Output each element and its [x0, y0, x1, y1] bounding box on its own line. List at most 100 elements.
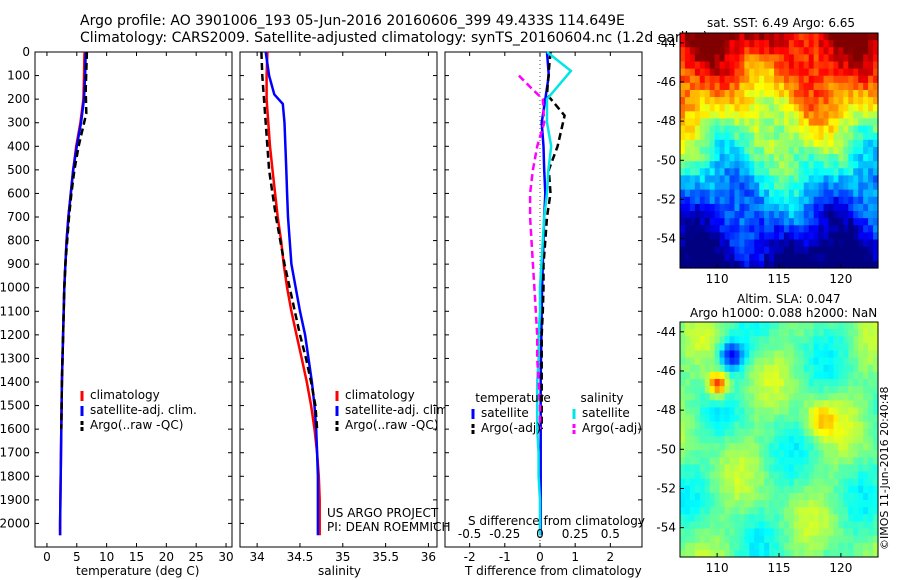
- sla-map-cell: [754, 378, 760, 387]
- sst-map-cell: [779, 203, 785, 212]
- sst-map-cell: [863, 232, 869, 241]
- sla-map-cell: [754, 443, 760, 451]
- sst-map-cell: [754, 40, 760, 48]
- sst-map-cell: [803, 161, 810, 169]
- sst-map-cell: [833, 168, 839, 177]
- sst-map-cell: [793, 68, 800, 77]
- sla-map-cell: [818, 514, 825, 522]
- sst-map-cell: [680, 260, 686, 269]
- sst-map-cell: [828, 111, 835, 120]
- sst-map-cell: [699, 189, 706, 198]
- sla-map-cell: [803, 378, 810, 387]
- sst-map-cell: [793, 61, 800, 70]
- sla-map-cell: [684, 343, 691, 352]
- sla-map-cell: [813, 322, 820, 330]
- sst-map-cell: [863, 132, 869, 141]
- sla-map-cell: [689, 414, 696, 423]
- sla-map-cell: [704, 378, 711, 387]
- sla-map-cell: [709, 485, 716, 494]
- sst-map-cell: [873, 232, 879, 241]
- sst-map-cell: [783, 111, 790, 120]
- sst-map-cell: [873, 196, 879, 205]
- sla-map-cell: [803, 500, 810, 508]
- sla-map-cell: [729, 386, 736, 394]
- sla-map-cell: [759, 507, 765, 515]
- sla-map-cell: [739, 492, 745, 501]
- sla-map-cell: [709, 428, 716, 437]
- sst-map-cell: [873, 97, 879, 105]
- sst-map-cell: [858, 82, 864, 91]
- sst-map-cell: [704, 33, 711, 41]
- sla-map-cell: [788, 443, 795, 451]
- sla-map-cell: [793, 521, 800, 530]
- sst-map-cell: [744, 218, 750, 226]
- sst-map-cell: [744, 97, 750, 105]
- sst-map-cell: [694, 40, 701, 48]
- sla-map-cell: [828, 521, 835, 530]
- sst-map-cell: [873, 139, 879, 148]
- sla-map-cell: [699, 350, 706, 359]
- sst-map-cell: [838, 232, 844, 241]
- sla-map-cell: [813, 500, 820, 508]
- sla-map-cell: [818, 435, 825, 444]
- sst-map-cell: [744, 118, 750, 127]
- sla-map-cell: [724, 542, 731, 551]
- sla-map-cell: [873, 507, 879, 515]
- sst-map-cell: [868, 82, 874, 91]
- sst-map-cell: [779, 68, 785, 77]
- sla-map-cell: [833, 528, 839, 537]
- sla-map-cell: [798, 407, 805, 416]
- sla-map-cell: [719, 521, 726, 530]
- sst-map-cell: [734, 225, 740, 233]
- sst-map-cell: [744, 253, 750, 262]
- sla-map-cell: [873, 464, 879, 473]
- sla-map-cell: [788, 343, 795, 352]
- sst-map-cell: [749, 125, 755, 134]
- sst-map-cell: [729, 54, 736, 63]
- sla-map-cell: [813, 435, 820, 444]
- sla-map-cell: [779, 322, 785, 330]
- sst-map-cell: [769, 75, 775, 84]
- sst-map-cell: [714, 146, 721, 155]
- sst-map-cell: [798, 82, 805, 91]
- sla-map-cell: [714, 521, 721, 530]
- sst-map-cell: [783, 47, 790, 55]
- sst-map-cell: [858, 246, 864, 255]
- sst-map-cell: [793, 161, 800, 169]
- sla-map-cell: [684, 521, 691, 530]
- sla-map-cell: [863, 322, 869, 330]
- sla-map-cell: [863, 421, 869, 430]
- sla-map-cell: [848, 407, 854, 416]
- sla-map-cell: [813, 471, 820, 480]
- sst-map-cell: [724, 97, 731, 105]
- sst-map-cell: [689, 232, 696, 241]
- sst-map-cell: [873, 253, 879, 262]
- sst-map-cell: [803, 225, 810, 233]
- sla-map-cell: [724, 386, 731, 394]
- sst-map-cell: [769, 182, 775, 191]
- sla-map-cell: [680, 478, 686, 487]
- sla-map-cell: [808, 407, 815, 416]
- sst-map-cell: [694, 139, 701, 148]
- sst-map-cell: [769, 260, 775, 269]
- sst-map-cell: [684, 139, 691, 148]
- sla-map-cell: [774, 428, 780, 437]
- sst-map-cell: [704, 211, 711, 219]
- sla-map-cell: [848, 371, 854, 380]
- sla-map-cell: [714, 414, 721, 423]
- sla-map-cell: [754, 478, 760, 487]
- sla-map-cell: [858, 357, 864, 366]
- sst-map-cell: [823, 146, 830, 155]
- sla-map-cell: [734, 329, 740, 337]
- sla-map-cell: [868, 407, 874, 416]
- sst-map-cell: [744, 75, 750, 84]
- sst-map-cell: [823, 154, 830, 162]
- sst-map-cell: [853, 89, 859, 98]
- sla-map-cell: [694, 322, 701, 330]
- sla-map-cell: [724, 514, 731, 522]
- sla-map-cell: [729, 407, 736, 416]
- sla-map-y-tick-label: -54: [656, 521, 676, 535]
- sst-map-cell: [823, 161, 830, 169]
- sst-map-cell: [793, 75, 800, 84]
- sla-map-cell: [680, 443, 686, 451]
